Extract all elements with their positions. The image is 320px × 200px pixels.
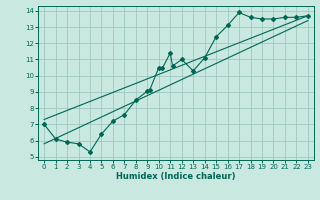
X-axis label: Humidex (Indice chaleur): Humidex (Indice chaleur) — [116, 172, 236, 181]
